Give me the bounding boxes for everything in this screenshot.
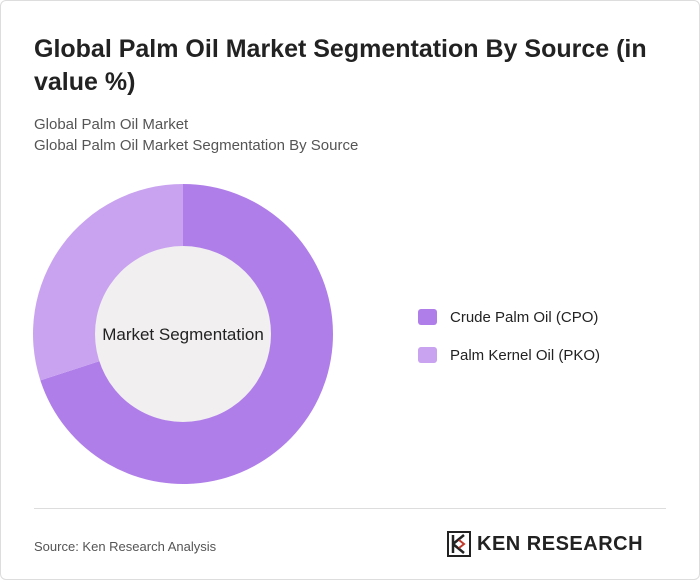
donut-hole — [95, 246, 271, 422]
legend-label: Crude Palm Oil (CPO) — [450, 309, 598, 326]
chart: Market Segmentation Crude Palm Oil (CPO) P… — [32, 184, 600, 485]
source: Source: Ken Research Analysis — [34, 539, 217, 554]
subtitle: Global Palm Oil Market — [34, 116, 189, 133]
legend-swatch — [418, 309, 437, 325]
divider — [34, 508, 666, 509]
logo-icon — [447, 531, 471, 557]
legend-label: Palm Kernel Oil (PKO) — [450, 347, 600, 364]
legend-swatch — [418, 347, 437, 363]
center-label: Market Segmentation — [102, 325, 264, 344]
title: Global Palm Oil Market Segmentation By S… — [34, 35, 647, 96]
subtitle: Global Palm Oil Market Segmentation By S… — [34, 137, 359, 154]
logo: KEN RESEARCH — [447, 531, 643, 557]
brand: KEN RESEARCH — [477, 532, 644, 555]
